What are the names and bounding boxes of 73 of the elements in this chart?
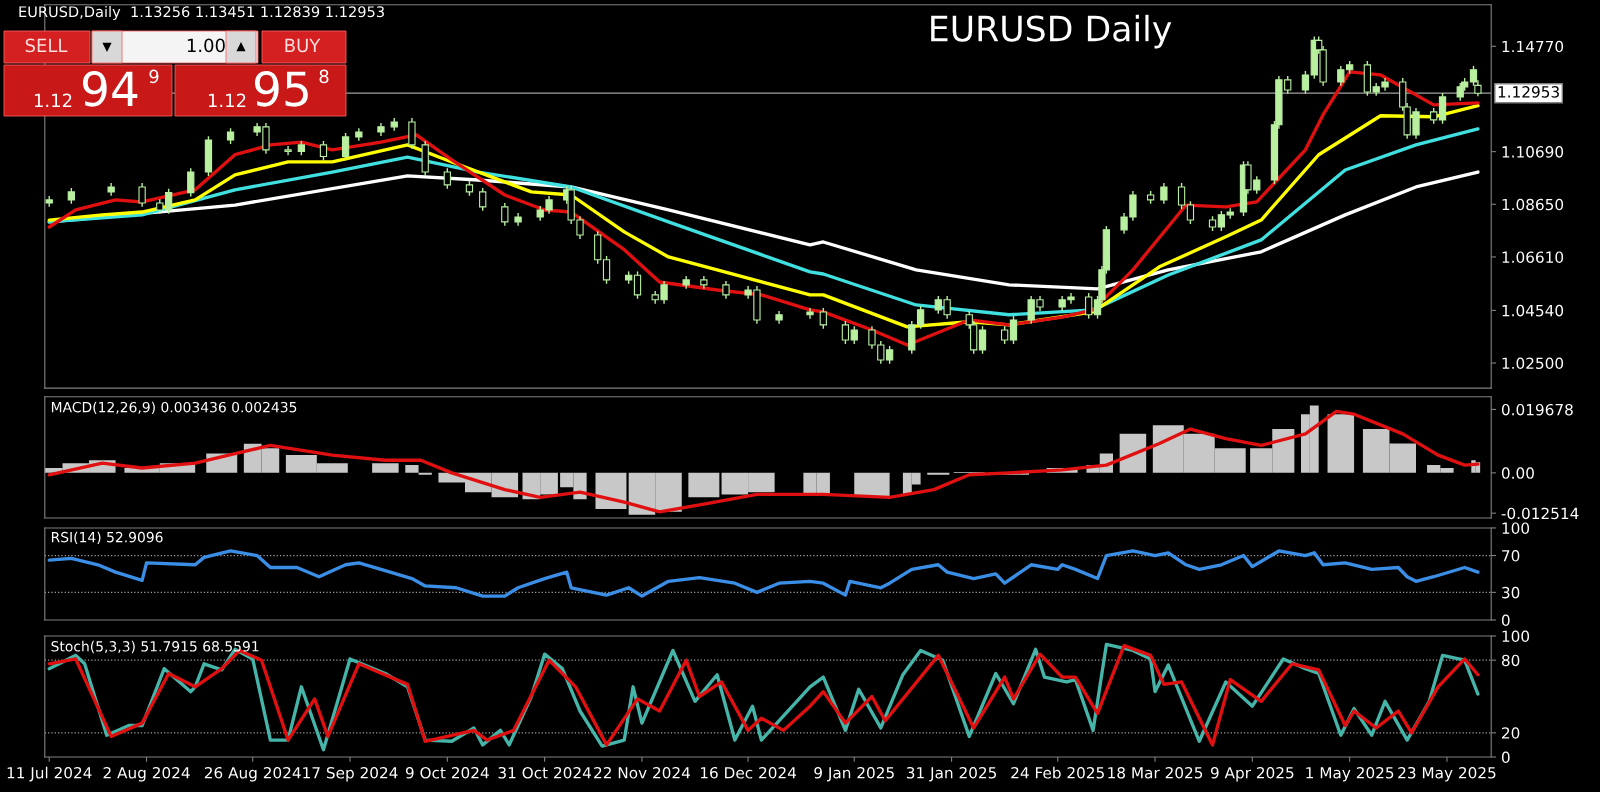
line-series [47,127,1480,317]
y-tick-label: 30 [1502,586,1520,599]
chart-title: RSI(14) 52.9096 [51,531,163,545]
x-tick-label: 1 May 2025 [1306,766,1394,782]
y-tick-label: 0.019678 [1501,403,1573,416]
x-tick-label: 9 Jan 2025 [814,766,894,782]
y-tick-label: 70 [1502,550,1520,562]
bar [1327,414,1355,473]
y-tick-label: -0.012514 [1501,507,1579,520]
candlestick [841,320,850,345]
y-tick-label: 20 [1502,727,1520,739]
annotation: 1.12 [34,93,72,107]
y-tick-label: 1.04540 [1502,304,1564,317]
chart-title: EURUSD Daily [931,14,1172,49]
ref-line-label: 1.12953 [1498,86,1559,98]
y-tick-label: 100 [1502,522,1530,534]
x-tick-label: 16 Dec 2024 [700,766,797,779]
chart-title: Stoch(5,3,3) 51.7915 68.5591 [51,640,259,654]
y-tick-label: 0 [1501,751,1510,764]
annotation: SELL [25,38,68,53]
candlestick [1177,182,1186,210]
candlestick [819,307,827,330]
chart-title: MACD(12,26,9) 0.003436 0.002435 [51,401,297,415]
x-tick-label: 9 Oct 2024 [405,766,489,779]
candlestick [1301,70,1310,95]
x-tick-label: 23 May 2025 [1398,766,1496,782]
candlestick [408,117,416,150]
candlestick [806,307,814,320]
candlestick [479,187,487,212]
x-tick-label: 2 Aug 2024 [103,766,190,782]
y-tick-label: 0.00 [1501,467,1534,479]
candlestick [1186,200,1195,225]
annotation: 9 [149,69,159,84]
candlestick [1160,182,1168,205]
y-tick-label: 1.08650 [1502,198,1564,211]
line-series [47,549,1480,598]
y-tick-label: 100 [1502,630,1530,642]
chart-subtitle: EURUSD,Daily 1.13256 1.13451 1.12839 1.12953 [19,5,384,21]
candlestick [602,255,611,285]
y-tick-label: 1.06610 [1502,251,1564,263]
x-tick-label: 9 Apr 2025 [1210,766,1294,782]
candlestick [319,140,328,162]
candlestick [443,167,451,190]
y-tick-label: 0 [1501,614,1510,626]
candlestick [138,182,146,208]
annotation: 1.00 [187,38,225,53]
y-tick-label: 80 [1501,654,1520,667]
candlestick [284,145,292,156]
candlestick [978,325,987,355]
x-tick-label: 31 Jan 2025 [906,766,997,782]
annotation: 95 [254,71,308,107]
x-tick-label: 31 Oct 2024 [498,766,591,779]
x-tick-label: 26 Aug 2024 [204,766,301,782]
candlestick [1438,92,1447,125]
x-tick-label: 24 Feb 2025 [1011,766,1104,779]
y-tick-label: 1.02500 [1502,357,1564,370]
x-tick-label: 18 Mar 2025 [1108,766,1203,779]
annotation: BUY [285,38,321,53]
x-tick-label: 11 Jul 2024 [7,766,92,782]
candlestick [341,132,350,162]
candlestick [501,202,509,227]
y-tick-label: 1.14770 [1502,40,1564,53]
annotation: 94 [82,71,138,107]
candlestick [187,167,195,198]
candlestick [1085,292,1093,320]
candlestick [1009,315,1018,345]
bar [372,463,399,473]
x-tick-label: 17 Sep 2024 [303,766,398,782]
annotation: 8 [319,69,329,84]
y-tick-label: 1.10690 [1502,146,1564,158]
annotation: 1.12 [208,93,246,107]
candlestick [633,270,642,300]
x-tick-label: 22 Nov 2024 [594,766,690,779]
